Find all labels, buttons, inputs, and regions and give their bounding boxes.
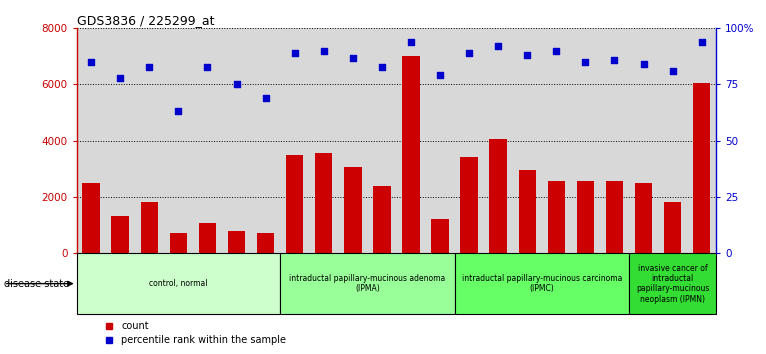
Point bbox=[550, 48, 562, 53]
Bar bbox=[664, 202, 681, 253]
Bar bbox=[344, 167, 362, 253]
Text: disease state: disease state bbox=[4, 279, 69, 289]
Point bbox=[318, 48, 330, 53]
Point bbox=[637, 62, 650, 67]
Point bbox=[404, 39, 417, 45]
Bar bbox=[141, 202, 158, 253]
Text: control, normal: control, normal bbox=[149, 279, 208, 288]
Text: intraductal papillary-mucinous carcinoma
(IPMC): intraductal papillary-mucinous carcinoma… bbox=[462, 274, 622, 293]
Bar bbox=[577, 181, 594, 253]
Point bbox=[143, 64, 155, 69]
Bar bbox=[112, 216, 129, 253]
Bar bbox=[198, 223, 216, 253]
Point bbox=[521, 52, 533, 58]
Point bbox=[492, 44, 504, 49]
Point bbox=[172, 109, 185, 114]
Point bbox=[85, 59, 97, 65]
Text: GDS3836 / 225299_at: GDS3836 / 225299_at bbox=[77, 14, 214, 27]
Bar bbox=[280, 253, 454, 314]
Bar bbox=[315, 153, 332, 253]
Bar bbox=[629, 253, 716, 314]
Bar bbox=[519, 170, 536, 253]
Bar bbox=[635, 183, 653, 253]
Point bbox=[376, 64, 388, 69]
Text: invasive cancer of
intraductal
papillary-mucinous
neoplasm (IPMN): invasive cancer of intraductal papillary… bbox=[636, 263, 709, 304]
Bar bbox=[431, 219, 449, 253]
Bar bbox=[489, 139, 507, 253]
Bar bbox=[257, 233, 274, 253]
Bar bbox=[454, 253, 629, 314]
Text: percentile rank within the sample: percentile rank within the sample bbox=[121, 335, 286, 346]
Bar bbox=[460, 158, 478, 253]
Point bbox=[231, 82, 243, 87]
Text: intraductal papillary-mucinous adenoma
(IPMA): intraductal papillary-mucinous adenoma (… bbox=[290, 274, 446, 293]
Point bbox=[434, 73, 446, 78]
Bar bbox=[286, 155, 303, 253]
Bar bbox=[373, 185, 391, 253]
Bar bbox=[402, 56, 420, 253]
Bar bbox=[77, 253, 280, 314]
Point bbox=[347, 55, 359, 60]
Point bbox=[463, 50, 475, 56]
Bar bbox=[169, 233, 187, 253]
Point bbox=[666, 68, 679, 74]
Point bbox=[260, 95, 272, 101]
Point bbox=[696, 39, 708, 45]
Point bbox=[114, 75, 126, 81]
Text: count: count bbox=[121, 321, 149, 331]
Bar bbox=[228, 230, 245, 253]
Bar bbox=[693, 83, 710, 253]
Bar bbox=[83, 183, 100, 253]
Point bbox=[579, 59, 591, 65]
Point bbox=[201, 64, 214, 69]
Bar bbox=[548, 181, 565, 253]
Point bbox=[289, 50, 301, 56]
Point bbox=[608, 57, 620, 63]
Bar bbox=[606, 181, 624, 253]
